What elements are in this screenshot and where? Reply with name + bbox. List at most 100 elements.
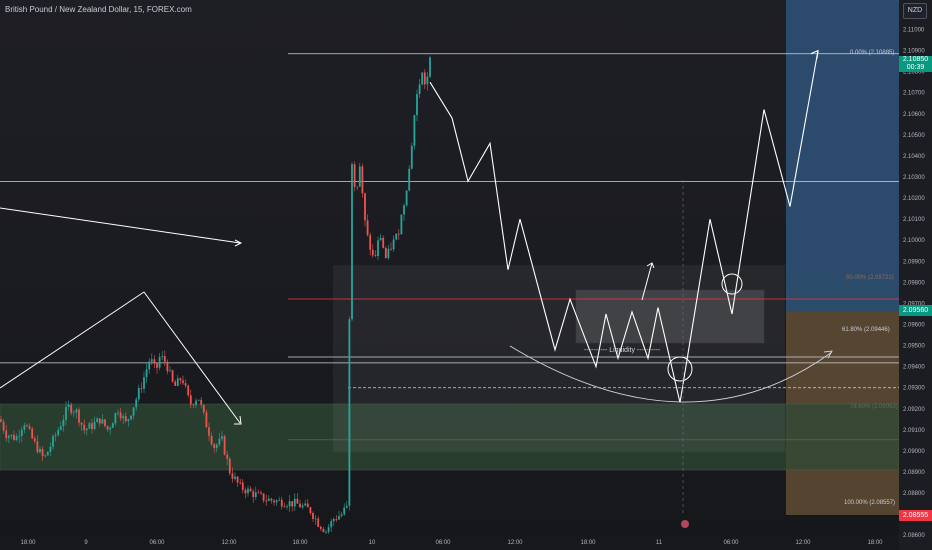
last-price-tag: 2.10850 00:39 xyxy=(899,56,932,72)
candle-body xyxy=(322,528,325,532)
y-tick-label: 2.09000 xyxy=(903,449,925,455)
candle-body xyxy=(223,436,226,455)
candle-body xyxy=(317,518,320,527)
y-tick-label: 2.09400 xyxy=(903,365,925,371)
fib-label-78: 78.60% (2.09053) xyxy=(850,404,898,410)
candle-body xyxy=(312,513,314,519)
arc-arrowhead xyxy=(823,350,833,359)
y-tick-label: 2.10900 xyxy=(903,49,925,55)
candle-body xyxy=(371,249,374,256)
y-axis-bg xyxy=(899,0,932,550)
candle-body xyxy=(169,370,171,372)
x-tick-label: 9 xyxy=(84,540,88,546)
drawing-tools xyxy=(0,49,833,528)
candle-body xyxy=(135,399,138,408)
candle-body xyxy=(234,476,236,479)
candle-body xyxy=(314,518,317,520)
candle-body xyxy=(54,434,57,437)
projection-path xyxy=(429,50,819,403)
x-tick-label: 06:00 xyxy=(435,540,451,546)
candle-body xyxy=(41,449,44,457)
candle-body xyxy=(340,514,343,517)
fib-label-100: 100.00% (2.08557) xyxy=(844,500,896,506)
candle-body xyxy=(343,507,346,515)
candle-body xyxy=(325,531,327,533)
candle-body xyxy=(83,424,86,431)
y-tick-label: 2.10200 xyxy=(903,196,925,202)
fib-label-61: 61.80% (2.09446) xyxy=(842,327,890,333)
candle-body xyxy=(410,145,413,169)
x-tick-label: 06:00 xyxy=(723,540,739,546)
candle-body xyxy=(306,503,309,508)
candle-body xyxy=(221,436,223,439)
candle-body xyxy=(52,436,54,447)
candle-body xyxy=(231,473,234,479)
candle-body xyxy=(335,519,338,520)
candle-body xyxy=(293,498,296,507)
y-tick-label: 2.09900 xyxy=(903,259,925,265)
candle-body xyxy=(59,426,62,430)
candle-body xyxy=(273,500,275,503)
candle-body xyxy=(267,498,270,501)
swing-line xyxy=(0,291,241,424)
candle-body xyxy=(189,395,192,405)
candle-body xyxy=(379,237,382,241)
candle-body xyxy=(327,527,330,532)
symbol-title: British Pound / New Zealand Dollar, 15, … xyxy=(5,5,192,14)
candle-body xyxy=(218,438,221,445)
candle-body xyxy=(80,422,83,425)
x-axis-bg xyxy=(0,534,899,550)
candle-body xyxy=(208,427,210,436)
y-tick-label: 2.10400 xyxy=(903,154,925,160)
x-tick-label: 11 xyxy=(656,540,663,546)
projection-arrowhead xyxy=(810,49,819,59)
candle-body xyxy=(132,407,135,416)
liquidity-arc xyxy=(509,345,833,403)
horizontal-levels xyxy=(0,53,899,545)
candle-body xyxy=(200,399,203,405)
candle-body xyxy=(392,239,395,250)
y-tick-label: 2.08900 xyxy=(903,470,925,476)
candle-body xyxy=(395,233,398,240)
currency-badge[interactable]: NZD xyxy=(903,3,927,19)
candle-body xyxy=(124,416,127,422)
red-price-tag: 2.08555 xyxy=(899,510,932,521)
candle-body xyxy=(163,356,166,362)
candle-body xyxy=(127,419,130,422)
candle-body xyxy=(85,428,88,431)
candle-body xyxy=(429,57,431,77)
candle-body xyxy=(210,435,213,445)
candle-body xyxy=(148,361,151,370)
candles xyxy=(0,55,431,538)
retest-circle xyxy=(721,273,743,295)
candle-body xyxy=(72,412,75,414)
candle-body xyxy=(319,526,322,529)
candle-body xyxy=(93,422,96,429)
candle-body xyxy=(330,521,333,528)
y-tick-label: 2.10600 xyxy=(903,112,925,118)
candle-body xyxy=(390,248,392,250)
candle-body xyxy=(62,419,65,427)
candle-body xyxy=(421,72,424,85)
candle-body xyxy=(299,503,301,508)
candle-body xyxy=(338,516,340,520)
y-tick-label: 2.10000 xyxy=(903,238,925,244)
candle-body xyxy=(143,377,145,389)
event-icon xyxy=(681,520,689,528)
candle-body xyxy=(101,419,104,424)
y-tick-label: 2.09600 xyxy=(903,323,925,329)
candle-body xyxy=(65,407,67,420)
candle-body xyxy=(262,493,265,501)
candle-body xyxy=(397,233,400,235)
candle-body xyxy=(332,519,335,522)
candle-body xyxy=(91,423,93,429)
range-box xyxy=(332,264,786,453)
candle-body xyxy=(106,425,109,430)
candle-body xyxy=(26,425,28,427)
y-tick-label: 2.08800 xyxy=(903,491,925,497)
candle-body xyxy=(254,492,257,498)
candle-body xyxy=(49,446,52,452)
candle-body xyxy=(426,76,429,85)
candle-body xyxy=(70,404,73,413)
